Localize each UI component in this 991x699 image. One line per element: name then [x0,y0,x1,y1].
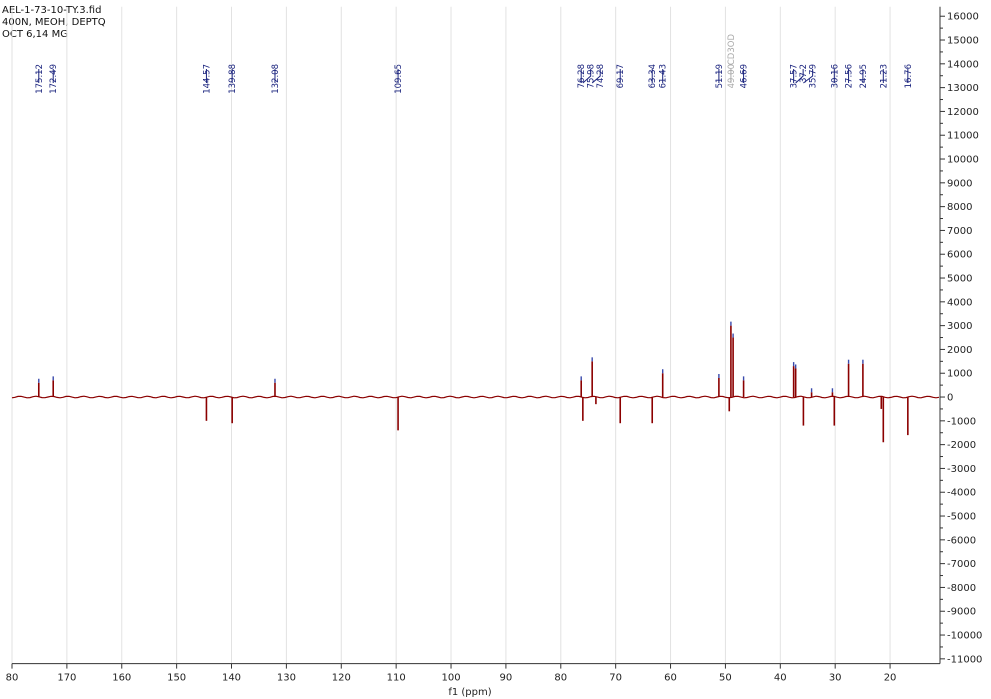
peak-label: 75.98 [587,64,597,88]
peak-label: 16.76 [904,64,914,88]
x-tick-label: 160 [112,673,131,684]
x-tick-label: 50 [719,673,732,684]
note: OCT 6,14 MG [2,29,68,40]
y-tick-label: 14000 [947,59,979,70]
x-tick-label: 80 [6,673,19,684]
x-tick-label: 140 [222,673,241,684]
x-tick-label: 130 [277,673,296,684]
peak-label: 175.12 [35,64,45,94]
peak-label-leader [582,69,592,84]
y-tick-label: 9000 [947,178,972,189]
y-tick-label: -5000 [947,512,976,523]
peak-label: 172.49 [49,64,59,94]
title: AEL-1-73-10-TY.3.fid [2,5,101,16]
y-tick-label: 7000 [947,226,972,237]
peak-label: 51.19 [715,64,725,88]
peak-label: 109.65 [394,64,404,94]
y-tick-label: -1000 [947,416,976,427]
x-tick-label: 100 [441,673,460,684]
peak-label: 21.23 [879,64,889,88]
peak-label: 35.79 [809,64,819,88]
x-axis-label: f1 (ppm) [448,687,491,698]
y-tick-label: 3000 [947,321,972,332]
peak-label: 27.56 [845,64,855,88]
peak-label: 37.2 [799,64,809,83]
peak-label: 132.08 [271,64,281,94]
y-tick-label: -9000 [947,607,976,618]
peak-label: 63.34 [648,64,658,88]
peak-label: 74.28 [596,64,606,88]
baseline [11,395,940,399]
peak-label: 24.95 [859,64,869,88]
y-tick-label: 16000 [947,12,979,23]
solvent-label: CD3OD [727,34,737,66]
y-tick-label: -6000 [947,535,976,546]
y-tick-label: -3000 [947,464,976,475]
x-tick-label: 90 [500,673,513,684]
y-tick-label: 6000 [947,250,972,261]
x-tick-label: 80 [554,673,567,684]
y-tick-label: 10000 [947,155,979,166]
x-tick-label: 120 [332,673,351,684]
peak-label-leader [803,69,814,84]
y-tick-label: -8000 [947,583,976,594]
subtitle: 400N, MEOH, DEPTQ [2,17,106,28]
x-tick-label: 20 [884,673,897,684]
peak-label: 139.88 [228,64,238,94]
y-tick-label: 1000 [947,369,972,380]
peak-label: 49.00 [727,64,737,88]
y-tick-label: -10000 [947,631,982,642]
y-tick-label: 15000 [947,36,979,47]
y-tick-label: 0 [947,393,953,404]
peak-label-leader [591,69,601,84]
y-tick-label: 12000 [947,107,979,118]
peak-label: 144.57 [202,64,212,94]
peak-label: 76.28 [577,64,587,88]
peak-label: 69.17 [616,64,626,88]
y-tick-label: -4000 [947,488,976,499]
peak-label: 46.69 [740,64,750,88]
x-tick-label: 170 [57,673,76,684]
y-tick-label: -11000 [947,654,982,665]
y-tick-label: -2000 [947,440,976,451]
peak-label: 61.43 [659,64,669,88]
y-tick-label: 13000 [947,83,979,94]
peak-label: 30.16 [830,64,840,88]
peak-label: 37.57 [790,64,800,88]
peak-label-leader [795,69,804,84]
x-tick-label: 40 [774,673,787,684]
y-tick-label: 2000 [947,345,972,356]
x-tick-label: 30 [829,673,842,684]
y-tick-label: 5000 [947,274,972,285]
y-tick-label: 11000 [947,131,979,142]
x-tick-label: 60 [664,673,677,684]
y-tick-label: -7000 [947,559,976,570]
y-tick-label: 8000 [947,202,972,213]
x-tick-label: 110 [387,673,406,684]
x-tick-label: 70 [609,673,622,684]
y-tick-label: 4000 [947,297,972,308]
x-tick-label: 150 [167,673,186,684]
